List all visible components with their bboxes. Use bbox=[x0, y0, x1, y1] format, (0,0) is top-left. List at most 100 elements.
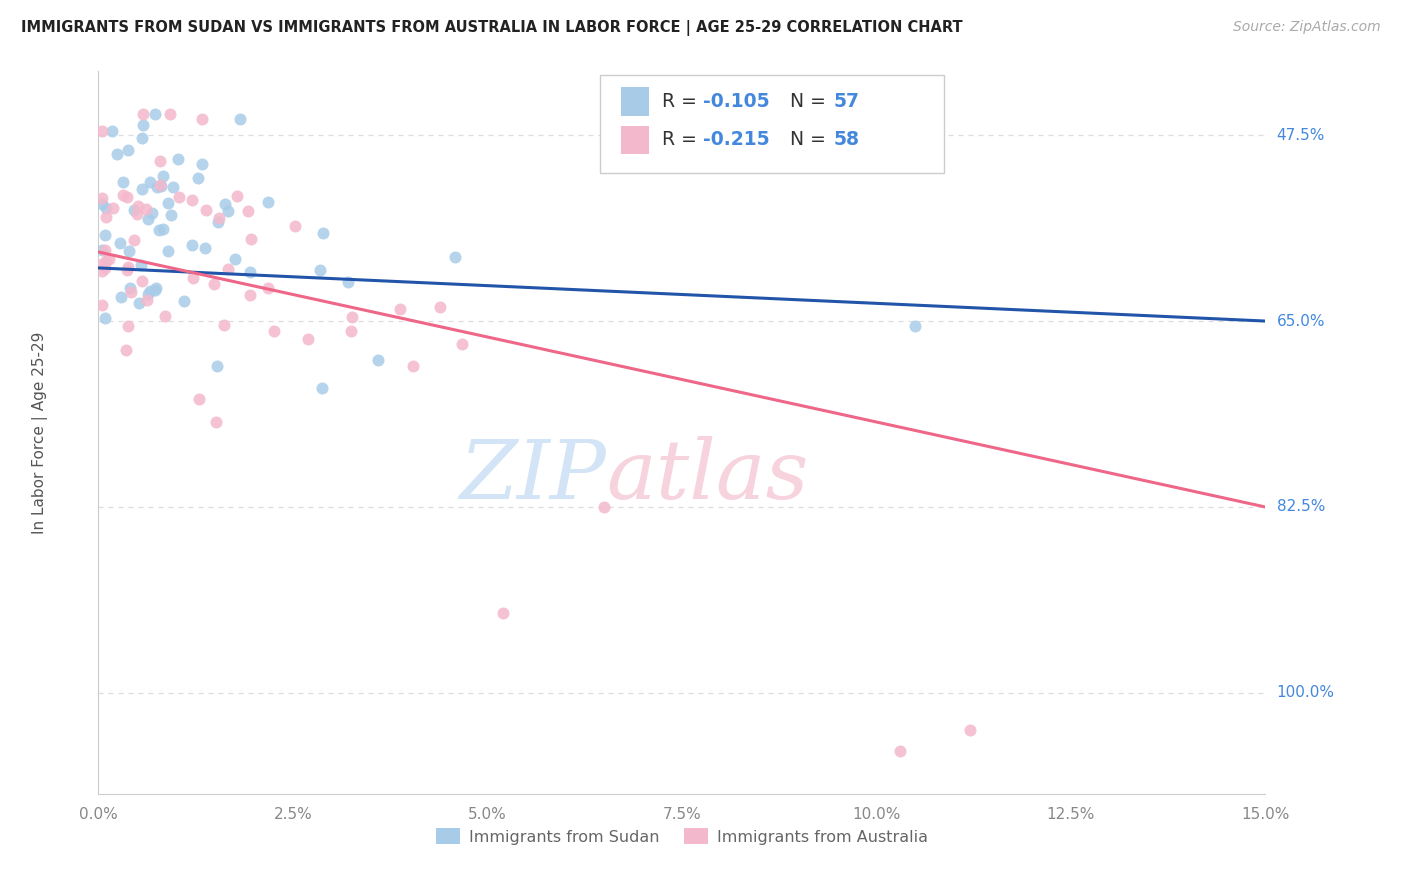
Point bbox=[451, 336, 474, 351]
Point bbox=[117, 244, 139, 259]
Point bbox=[593, 500, 616, 514]
Point bbox=[187, 392, 209, 406]
Text: atlas: atlas bbox=[606, 436, 808, 516]
Point bbox=[132, 118, 155, 132]
Point bbox=[183, 271, 205, 285]
Point bbox=[94, 210, 117, 224]
Point bbox=[120, 285, 142, 300]
Point bbox=[94, 228, 117, 243]
Point bbox=[311, 381, 333, 395]
Point bbox=[156, 195, 179, 210]
Point bbox=[257, 281, 280, 295]
Point bbox=[204, 415, 226, 429]
Point bbox=[297, 332, 319, 346]
Point bbox=[143, 107, 166, 121]
Point bbox=[181, 238, 204, 252]
Text: IMMIGRANTS FROM SUDAN VS IMMIGRANTS FROM AUSTRALIA IN LABOR FORCE | AGE 25-29 CO: IMMIGRANTS FROM SUDAN VS IMMIGRANTS FROM… bbox=[21, 20, 963, 36]
FancyBboxPatch shape bbox=[600, 75, 945, 172]
Point bbox=[97, 252, 120, 266]
Point bbox=[138, 175, 160, 189]
Point bbox=[96, 253, 118, 268]
Point bbox=[187, 171, 209, 186]
Point bbox=[224, 252, 246, 266]
Point bbox=[111, 175, 134, 189]
Point bbox=[193, 241, 215, 255]
Text: N =: N = bbox=[790, 92, 832, 112]
Point bbox=[145, 280, 167, 294]
Point bbox=[214, 197, 236, 211]
Point bbox=[91, 257, 114, 271]
Point bbox=[367, 353, 389, 368]
Legend: Immigrants from Sudan, Immigrants from Australia: Immigrants from Sudan, Immigrants from A… bbox=[429, 822, 935, 851]
Point bbox=[141, 206, 163, 220]
Point bbox=[127, 199, 149, 213]
Point bbox=[91, 124, 114, 138]
Point bbox=[117, 319, 139, 334]
Point bbox=[148, 154, 170, 169]
Text: 58: 58 bbox=[834, 130, 859, 150]
Point bbox=[117, 143, 139, 157]
Point bbox=[143, 283, 166, 297]
Point bbox=[91, 191, 114, 205]
Point bbox=[889, 744, 911, 758]
Point bbox=[190, 157, 212, 171]
Point bbox=[238, 288, 260, 302]
Point bbox=[202, 277, 225, 291]
Text: 100.0%: 100.0% bbox=[1277, 685, 1334, 700]
Point bbox=[139, 285, 162, 299]
Point bbox=[148, 223, 170, 237]
Point bbox=[959, 723, 981, 738]
Point bbox=[120, 280, 142, 294]
Point bbox=[181, 193, 204, 207]
Text: 82.5%: 82.5% bbox=[1277, 500, 1324, 515]
FancyBboxPatch shape bbox=[621, 87, 650, 116]
Point bbox=[150, 179, 173, 194]
Point bbox=[492, 607, 515, 621]
FancyBboxPatch shape bbox=[621, 126, 650, 154]
Point bbox=[132, 107, 155, 121]
Point bbox=[904, 319, 927, 334]
Point bbox=[402, 359, 425, 373]
Point bbox=[93, 243, 115, 257]
Text: N =: N = bbox=[790, 130, 832, 150]
Point bbox=[263, 324, 285, 338]
Point bbox=[135, 202, 157, 216]
Text: -0.105: -0.105 bbox=[703, 92, 769, 112]
Point bbox=[91, 244, 114, 258]
Point bbox=[91, 197, 114, 211]
Point bbox=[115, 262, 138, 277]
Point bbox=[94, 261, 117, 276]
Point bbox=[131, 274, 153, 288]
Point bbox=[257, 194, 280, 209]
Point bbox=[146, 180, 169, 194]
Point bbox=[135, 293, 157, 307]
Point bbox=[117, 260, 139, 274]
Point bbox=[214, 318, 236, 333]
Point bbox=[340, 324, 363, 338]
Point bbox=[217, 204, 239, 219]
Point bbox=[340, 310, 363, 324]
Point bbox=[239, 231, 262, 245]
Point bbox=[110, 290, 132, 304]
Text: -0.215: -0.215 bbox=[703, 130, 769, 150]
Point bbox=[149, 178, 172, 193]
Point bbox=[226, 189, 249, 203]
Point bbox=[94, 310, 117, 325]
Point bbox=[131, 131, 153, 145]
Point bbox=[152, 169, 174, 183]
Point bbox=[337, 275, 360, 289]
Point bbox=[217, 261, 239, 276]
Point bbox=[308, 263, 330, 277]
Text: R =: R = bbox=[662, 92, 703, 112]
Point bbox=[239, 265, 262, 279]
Point bbox=[443, 251, 465, 265]
Point bbox=[136, 211, 159, 226]
Point bbox=[129, 258, 152, 272]
Point bbox=[236, 203, 259, 218]
Point bbox=[284, 219, 307, 234]
Text: ZIP: ZIP bbox=[460, 436, 606, 516]
Point bbox=[91, 297, 114, 311]
Point bbox=[205, 359, 228, 373]
Point bbox=[94, 201, 117, 215]
Point bbox=[429, 300, 451, 314]
